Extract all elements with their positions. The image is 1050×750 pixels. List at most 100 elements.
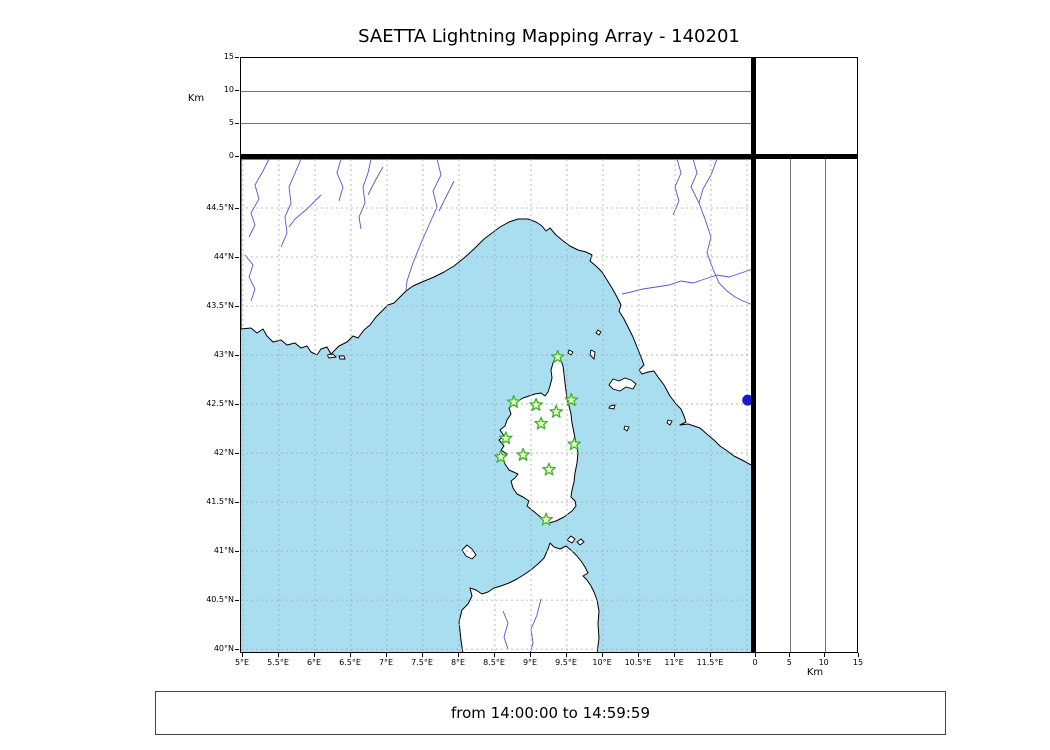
island bbox=[566, 535, 576, 544]
station-star-marker bbox=[493, 449, 508, 463]
station-star-marker bbox=[564, 392, 579, 407]
altitude-tick-label: 5 bbox=[786, 658, 792, 667]
latitude-tick-label: 44°N bbox=[213, 252, 234, 262]
altitude-tick bbox=[789, 653, 791, 657]
longitude-tick bbox=[314, 653, 316, 657]
river bbox=[248, 159, 270, 238]
latitude-tick bbox=[235, 257, 239, 259]
map-svg bbox=[241, 159, 751, 652]
river bbox=[244, 254, 256, 302]
river bbox=[502, 610, 509, 650]
river bbox=[280, 159, 302, 248]
altitude-tick bbox=[858, 653, 859, 657]
longitude-tick-label: 5.5°E bbox=[267, 658, 289, 667]
longitude-tick-label: 7°E bbox=[378, 658, 394, 667]
longitude-tick-label: 8°E bbox=[450, 658, 466, 667]
latitude-tick bbox=[235, 649, 239, 651]
altitude-tick bbox=[235, 57, 239, 58]
latitude-tick bbox=[235, 355, 239, 357]
longitude-tick bbox=[530, 653, 532, 657]
longitude-tick bbox=[602, 653, 604, 657]
longitude-tick bbox=[278, 653, 280, 657]
longitude-tick-label: 9.5°E bbox=[555, 658, 577, 667]
altitude-tick bbox=[823, 653, 825, 657]
river bbox=[405, 159, 442, 291]
longitude-tick-label: 9°E bbox=[522, 658, 538, 667]
altitude-tick bbox=[235, 156, 239, 157]
longitude-tick bbox=[350, 653, 352, 657]
latitude-tick-label: 42.5°N bbox=[206, 399, 234, 409]
latitude-tick bbox=[235, 600, 239, 602]
longitude-tick bbox=[422, 653, 424, 657]
longitude-tick-label: 11.5°E bbox=[696, 658, 724, 667]
latitude-tick-label: 40.5°N bbox=[206, 595, 234, 605]
time-range-box: from 14:00:00 to 14:59:59 bbox=[155, 691, 946, 735]
longitude-tick-label: 11°E bbox=[664, 658, 684, 667]
river bbox=[288, 194, 322, 228]
altitude-tick-label: 0 bbox=[228, 151, 234, 160]
longitude-tick-label: 8.5°E bbox=[483, 658, 505, 667]
altitude-gridline bbox=[241, 123, 751, 125]
island bbox=[326, 353, 337, 359]
altitude-tick bbox=[755, 653, 756, 657]
longitude-tick-label: 7.5°E bbox=[411, 658, 433, 667]
river bbox=[698, 159, 718, 204]
station-star-marker bbox=[534, 416, 548, 430]
island bbox=[461, 544, 477, 560]
latitude-tick bbox=[235, 404, 239, 406]
latitude-tick bbox=[235, 551, 239, 553]
longitude-tick bbox=[710, 653, 712, 657]
latitude-tick-label: 41°N bbox=[213, 546, 234, 556]
latitude-tick-label: 43.5°N bbox=[206, 301, 234, 311]
altitude-tick-label: 15 bbox=[852, 658, 864, 667]
station-star-marker bbox=[506, 394, 521, 408]
corsica-coastline bbox=[498, 355, 579, 524]
divider-vertical bbox=[752, 57, 755, 653]
divider-horizontal bbox=[240, 155, 858, 158]
longitude-tick bbox=[566, 653, 568, 657]
latitude-tick bbox=[235, 306, 239, 308]
island bbox=[666, 419, 673, 426]
right-panel-xlabel: Km bbox=[806, 667, 824, 678]
river bbox=[367, 166, 384, 196]
river bbox=[690, 159, 751, 305]
longitude-tick bbox=[386, 653, 388, 657]
latitude-tick bbox=[235, 502, 239, 504]
latitude-tick bbox=[235, 453, 239, 455]
latitude-tick-label: 42°N bbox=[213, 448, 234, 458]
island bbox=[576, 538, 585, 546]
altitude-tick bbox=[235, 90, 239, 91]
altitude-tick-label: 10 bbox=[223, 85, 234, 94]
island bbox=[623, 425, 630, 432]
latitude-tick-label: 40°N bbox=[213, 644, 234, 654]
time-range-text: from 14:00:00 to 14:59:59 bbox=[450, 704, 650, 722]
altitude-tick-label: 10 bbox=[818, 658, 829, 667]
altitude-tick bbox=[235, 123, 239, 124]
altitude-gridline bbox=[824, 159, 826, 652]
river bbox=[336, 159, 344, 202]
latitude-tick bbox=[235, 208, 239, 209]
station-star-marker bbox=[539, 512, 553, 526]
longitude-tick-label: 6.5°E bbox=[339, 658, 361, 667]
altitude-histogram-panel bbox=[755, 57, 858, 155]
longitude-tick-label: 6°E bbox=[306, 658, 322, 667]
river bbox=[672, 159, 682, 216]
island bbox=[608, 377, 637, 392]
station-star-marker bbox=[549, 404, 564, 418]
longitude-tick-label: 10.5°E bbox=[624, 658, 652, 667]
altitude-vs-latitude-panel bbox=[755, 158, 858, 653]
river bbox=[438, 180, 455, 212]
longitude-tick bbox=[242, 653, 244, 657]
longitude-tick-label: 10°E bbox=[592, 658, 612, 667]
altitude-vs-longitude-panel bbox=[240, 57, 752, 155]
longitude-tick bbox=[494, 653, 496, 657]
mainland-coastline bbox=[241, 159, 751, 466]
station-star-marker bbox=[567, 437, 582, 451]
sardinia-coastline bbox=[458, 542, 600, 652]
island bbox=[595, 329, 602, 336]
altitude-gridline bbox=[241, 90, 751, 92]
station-star-marker bbox=[498, 431, 513, 445]
figure-title: SAETTA Lightning Mapping Array - 140201 bbox=[358, 26, 740, 47]
latitude-tick-label: 41.5°N bbox=[206, 497, 234, 507]
